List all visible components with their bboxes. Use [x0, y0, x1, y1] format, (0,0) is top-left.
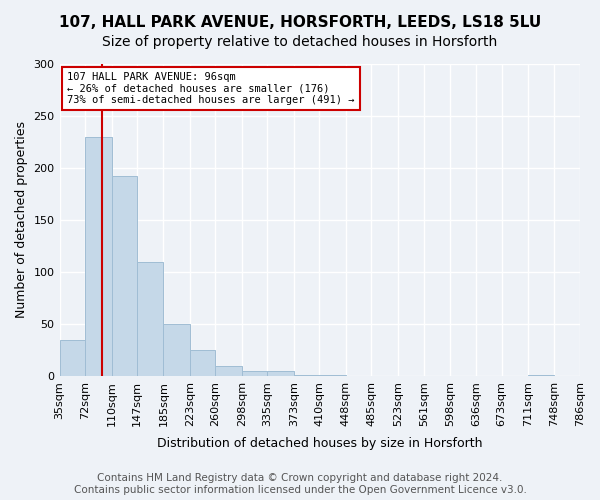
Text: Size of property relative to detached houses in Horsforth: Size of property relative to detached ho… [103, 35, 497, 49]
Bar [59, 340, 85, 376]
Bar [242, 370, 268, 376]
Bar [268, 370, 294, 376]
Bar [294, 375, 319, 376]
Text: 107 HALL PARK AVENUE: 96sqm
← 26% of detached houses are smaller (176)
73% of se: 107 HALL PARK AVENUE: 96sqm ← 26% of det… [67, 72, 355, 105]
X-axis label: Distribution of detached houses by size in Horsforth: Distribution of detached houses by size … [157, 437, 482, 450]
Bar [319, 375, 346, 376]
Y-axis label: Number of detached properties: Number of detached properties [15, 122, 28, 318]
Bar [190, 350, 215, 376]
Bar [215, 366, 242, 376]
Bar [163, 324, 190, 376]
Text: Contains HM Land Registry data © Crown copyright and database right 2024.
Contai: Contains HM Land Registry data © Crown c… [74, 474, 526, 495]
Bar [137, 262, 163, 376]
Bar [85, 137, 112, 376]
Text: 107, HALL PARK AVENUE, HORSFORTH, LEEDS, LS18 5LU: 107, HALL PARK AVENUE, HORSFORTH, LEEDS,… [59, 15, 541, 30]
Bar [112, 176, 137, 376]
Bar [528, 375, 554, 376]
